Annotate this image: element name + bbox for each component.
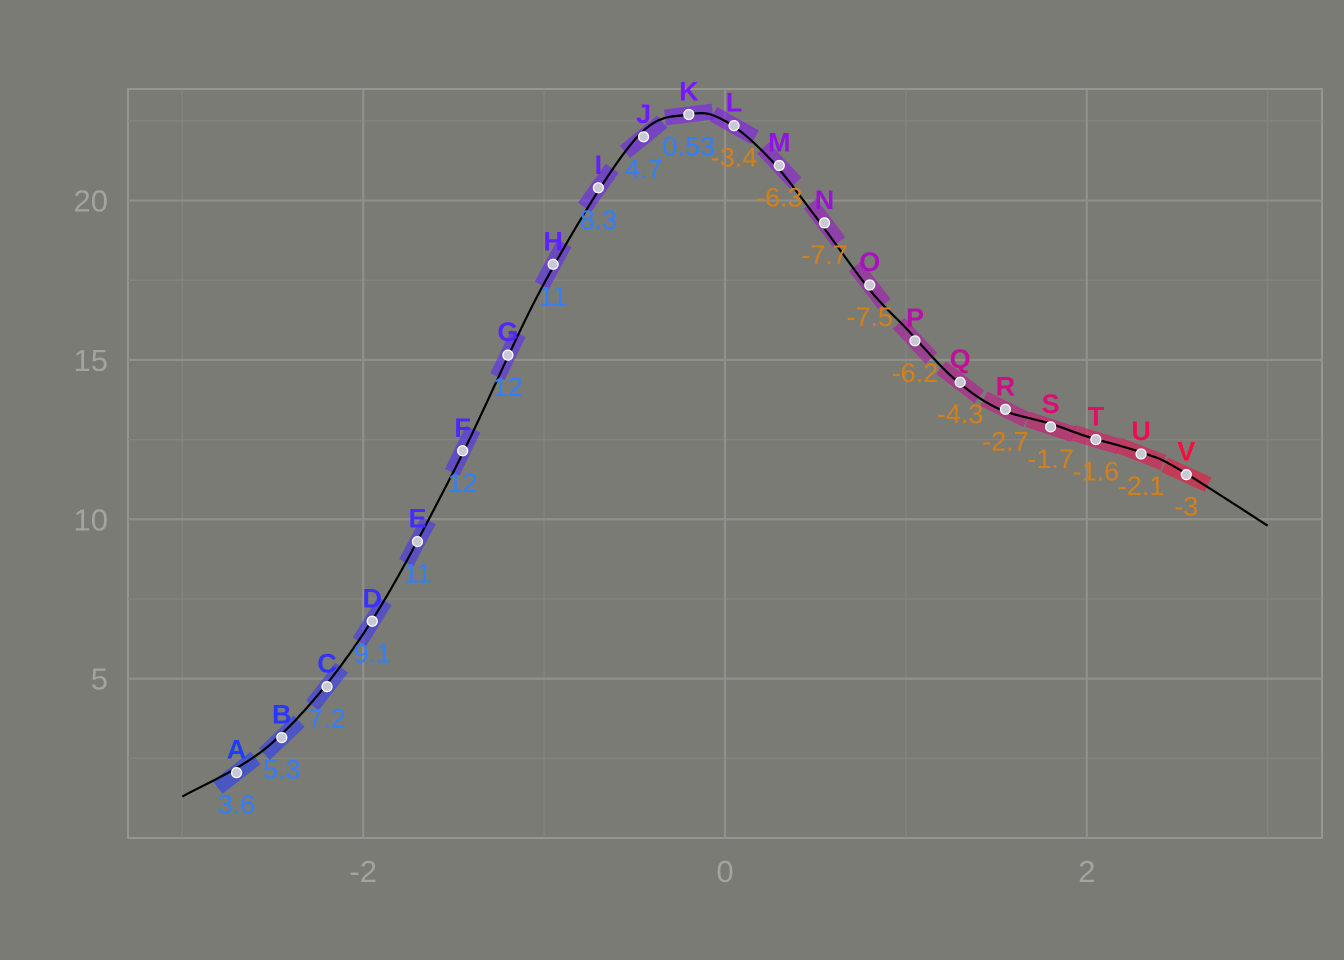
point-value: 12 xyxy=(448,468,478,498)
point-value: -3.4 xyxy=(711,143,758,173)
x-tick-label: 0 xyxy=(716,854,733,889)
data-point xyxy=(954,376,966,388)
y-tick-label: 20 xyxy=(74,184,108,219)
point-value: -2.7 xyxy=(982,426,1029,456)
point-letter: L xyxy=(726,88,743,118)
data-point xyxy=(683,108,695,121)
point-letter: T xyxy=(1088,402,1105,432)
point-value: 12 xyxy=(493,372,523,402)
data-point xyxy=(411,535,424,548)
point-value: -4.3 xyxy=(937,399,984,429)
point-letter: S xyxy=(1042,389,1060,419)
point-letter: R xyxy=(996,371,1016,401)
point-value: -6.2 xyxy=(892,358,939,388)
point-letter: V xyxy=(1177,437,1195,467)
point-letter: J xyxy=(636,99,651,129)
data-point xyxy=(728,120,740,132)
point-value: -1.7 xyxy=(1027,444,1074,474)
point-value: -2.1 xyxy=(1118,471,1165,501)
point-letter: Q xyxy=(950,344,971,374)
data-point xyxy=(592,182,604,194)
point-value: -1.6 xyxy=(1073,457,1120,487)
point-value: 0.53 xyxy=(663,131,716,161)
data-point xyxy=(502,349,514,361)
y-tick-label: 10 xyxy=(74,502,108,537)
data-point xyxy=(366,615,378,627)
point-value: 3.6 xyxy=(218,790,256,820)
point-letter: N xyxy=(815,185,835,215)
point-letter: K xyxy=(679,76,699,106)
point-letter: U xyxy=(1131,416,1151,446)
data-point xyxy=(864,279,876,291)
y-tick-label: 5 xyxy=(91,662,108,697)
x-tick-label: 2 xyxy=(1078,854,1095,889)
point-letter: H xyxy=(543,226,563,256)
point-value: 11 xyxy=(539,281,567,311)
point-value: -7.5 xyxy=(846,302,893,332)
point-value: -6.3 xyxy=(756,182,803,212)
point-letter: E xyxy=(408,504,426,534)
point-value: -7.7 xyxy=(801,240,848,270)
y-axis-tick-labels: 5 10 15 20 xyxy=(74,184,108,697)
data-point xyxy=(1180,469,1192,481)
point-value: 9.1 xyxy=(353,638,391,668)
data-point xyxy=(276,732,288,744)
point-letter: I xyxy=(595,150,603,180)
data-point xyxy=(773,159,785,172)
point-value: 11 xyxy=(403,559,431,589)
x-axis-tick-labels: -2 0 2 xyxy=(349,854,1095,889)
point-letter: F xyxy=(454,413,471,443)
point-value-labels: 3.65.37.2 9.1 11 12 12 11 8.34.70.53-3.4 -6.3 -7… xyxy=(218,131,1199,819)
point-letter: G xyxy=(497,317,518,347)
point-value: 5.3 xyxy=(263,755,301,785)
data-point xyxy=(547,258,559,270)
data-point xyxy=(1135,448,1147,460)
curve-line xyxy=(181,111,1269,798)
x-tick-label: -2 xyxy=(349,854,377,889)
point-letter: P xyxy=(906,303,924,333)
data-point xyxy=(321,681,333,693)
point-value: -3 xyxy=(1174,492,1198,522)
point-letter: B xyxy=(272,700,292,730)
point-value: 4.7 xyxy=(625,154,663,184)
data-point xyxy=(999,403,1012,415)
data-point xyxy=(1045,421,1057,433)
data-point xyxy=(230,767,243,779)
data-point xyxy=(1090,433,1102,446)
point-letter: M xyxy=(768,127,791,157)
data-point xyxy=(909,335,921,347)
y-tick-label: 15 xyxy=(74,343,108,378)
data-points xyxy=(230,108,1192,779)
point-letter: D xyxy=(362,583,382,613)
point-value: 7.2 xyxy=(308,704,346,734)
point-letter: A xyxy=(227,735,247,765)
point-letter: C xyxy=(317,649,337,679)
data-point xyxy=(637,131,650,143)
data-point xyxy=(457,445,469,457)
data-point xyxy=(818,217,831,229)
point-value: 8.3 xyxy=(580,205,618,235)
point-letter: O xyxy=(859,247,880,277)
